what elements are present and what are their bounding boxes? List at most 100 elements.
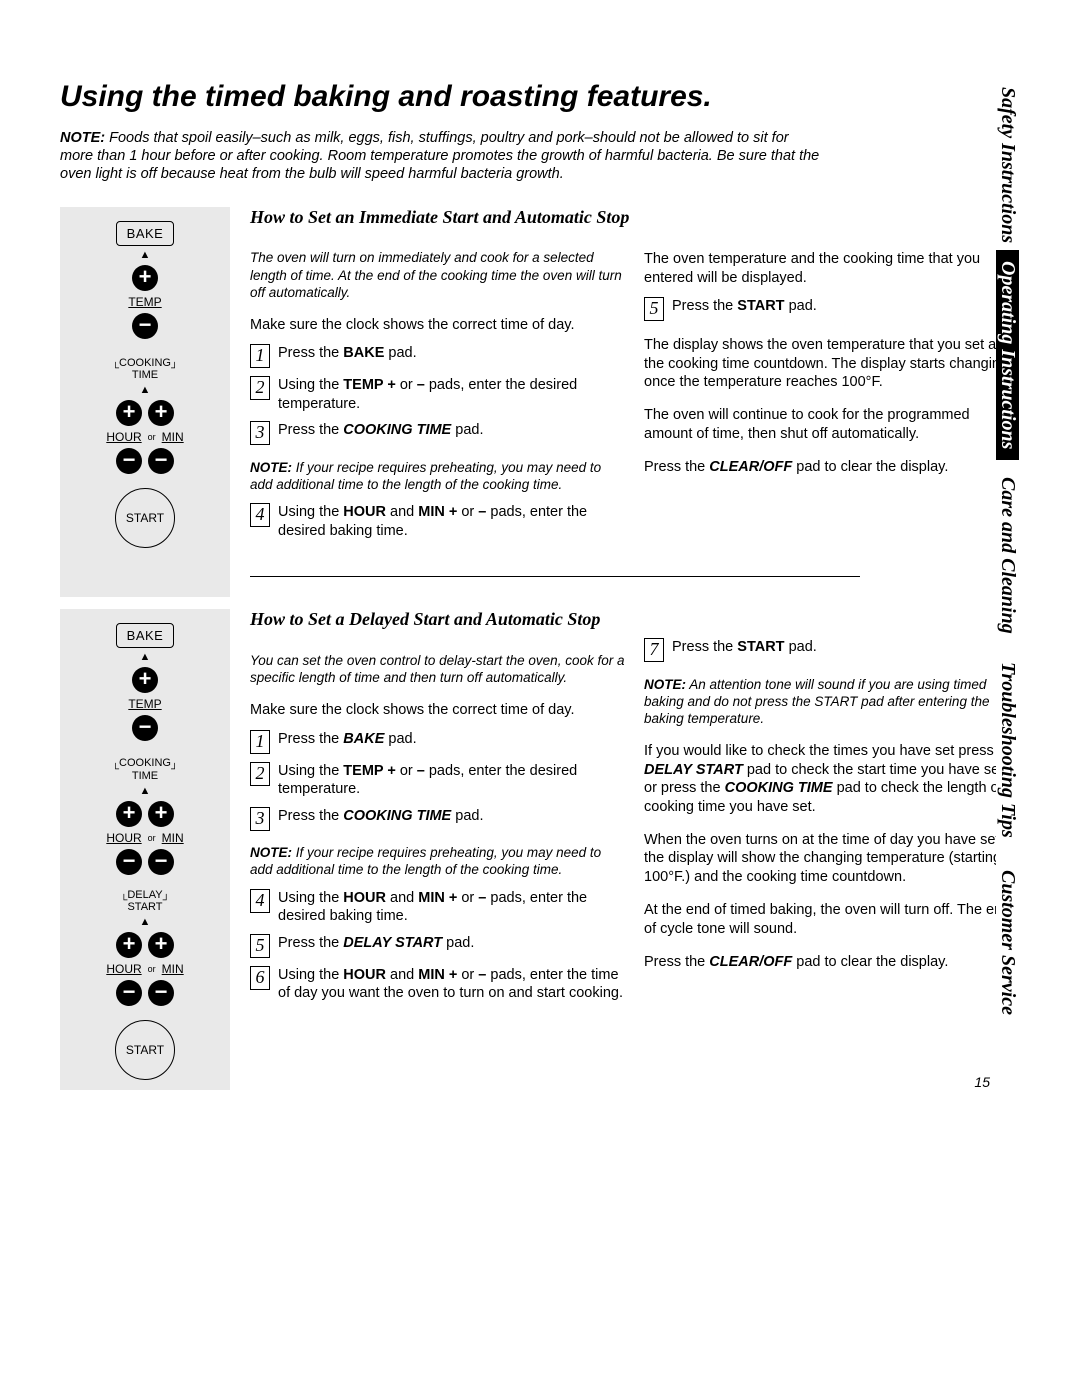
plus-icon: + bbox=[116, 801, 142, 827]
plus-icon: + bbox=[116, 932, 142, 958]
minus-icon: − bbox=[148, 980, 174, 1006]
right-p2: The display shows the oven temperature t… bbox=[644, 336, 1020, 392]
step-number: 4 bbox=[250, 889, 270, 913]
minus-icon: − bbox=[116, 448, 142, 474]
page-title: Using the timed baking and roasting feat… bbox=[60, 80, 1020, 114]
or-label: or bbox=[148, 432, 156, 442]
step-4: 4Using the HOUR and MIN + or – pads, ent… bbox=[250, 503, 626, 540]
minus-icon: − bbox=[148, 448, 174, 474]
step-2: 2Using the TEMP + or – pads, enter the d… bbox=[250, 376, 626, 413]
sidebar-tab: Customer Service bbox=[996, 850, 1019, 1035]
control-panel-2: BAKE ▲ + TEMP − └ COOKINGTIME ┘ ▲ + + HO… bbox=[60, 609, 230, 1089]
plus-icon: + bbox=[132, 265, 158, 291]
step-3: 3Press the COOKING TIME pad. bbox=[250, 421, 626, 445]
hour-label: HOUR bbox=[106, 430, 141, 444]
section2-intro: You can set the oven control to delay-st… bbox=[250, 652, 626, 687]
right-p4: Press the CLEAR/OFF pad to clear the dis… bbox=[644, 953, 1020, 972]
right-p3: At the end of timed baking, the oven wil… bbox=[644, 901, 1020, 938]
step-number: 2 bbox=[250, 376, 270, 400]
hour-label: HOUR bbox=[106, 962, 141, 976]
clock-instruction: Make sure the clock shows the correct ti… bbox=[250, 701, 626, 720]
step-2: 2Using the TEMP + or – pads, enter the d… bbox=[250, 762, 626, 799]
section-delayed-start: BAKE ▲ + TEMP − └ COOKINGTIME ┘ ▲ + + HO… bbox=[60, 609, 1020, 1089]
hour-label: HOUR bbox=[106, 831, 141, 845]
triangle-up-icon: ▲ bbox=[66, 385, 224, 396]
bake-label: BAKE bbox=[116, 623, 175, 648]
right-p3: The oven will continue to cook for the p… bbox=[644, 406, 1020, 443]
step-number: 1 bbox=[250, 730, 270, 754]
top-note: NOTE: Foods that spoil easily–such as mi… bbox=[60, 129, 820, 183]
temp-label: TEMP bbox=[66, 697, 224, 711]
step-7: 7Press the START pad. bbox=[644, 638, 1020, 662]
start-label: START bbox=[115, 1020, 175, 1080]
delay-start-label: DELAYSTART bbox=[127, 889, 162, 913]
triangle-up-icon: ▲ bbox=[66, 917, 224, 928]
attention-tone-note: NOTE: An attention tone will sound if yo… bbox=[644, 676, 1020, 728]
sidebar-tab: Operating Instructions bbox=[996, 250, 1019, 460]
plus-icon: + bbox=[148, 400, 174, 426]
step-4: 4Using the HOUR and MIN + or – pads, ent… bbox=[250, 889, 626, 926]
minus-icon: − bbox=[116, 849, 142, 875]
min-label: MIN bbox=[162, 831, 184, 845]
right-p1: If you would like to check the times you… bbox=[644, 742, 1020, 816]
or-label: or bbox=[148, 833, 156, 843]
step-number: 3 bbox=[250, 421, 270, 445]
step-number: 5 bbox=[250, 934, 270, 958]
section1-intro: The oven will turn on immediately and co… bbox=[250, 249, 626, 301]
sidebar-tab: Troubleshooting Tips bbox=[996, 650, 1019, 850]
section2-right-column: 7Press the START pad. NOTE: An attention… bbox=[644, 638, 1020, 1010]
start-label: START bbox=[115, 488, 175, 548]
preheating-note: NOTE: If your recipe requires preheating… bbox=[250, 459, 626, 494]
plus-icon: + bbox=[148, 932, 174, 958]
plus-icon: + bbox=[148, 801, 174, 827]
step-number: 2 bbox=[250, 762, 270, 786]
step-number: 5 bbox=[644, 297, 664, 321]
minus-icon: − bbox=[148, 849, 174, 875]
minus-icon: − bbox=[116, 980, 142, 1006]
step-number: 7 bbox=[644, 638, 664, 662]
plus-icon: + bbox=[116, 400, 142, 426]
section1-heading: How to Set an Immediate Start and Automa… bbox=[250, 207, 1020, 228]
control-panel-1: BAKE ▲ + TEMP − └ COOKINGTIME ┘ ▲ + + HO… bbox=[60, 207, 230, 598]
cooking-time-label: COOKINGTIME bbox=[119, 357, 171, 381]
divider bbox=[250, 576, 860, 577]
right-p2: When the oven turns on at the time of da… bbox=[644, 831, 1020, 887]
step-5: 5Press the DELAY START pad. bbox=[250, 934, 626, 958]
sidebar-tab: Safety Instructions bbox=[996, 80, 1019, 250]
right-p4: Press the CLEAR/OFF pad to clear the dis… bbox=[644, 458, 1020, 477]
right-p1: The oven temperature and the cooking tim… bbox=[644, 250, 1020, 287]
cooking-time-label: COOKINGTIME bbox=[119, 757, 171, 781]
note-label: NOTE: bbox=[60, 130, 105, 146]
plus-icon: + bbox=[132, 667, 158, 693]
section1-right-column: The oven temperature and the cooking tim… bbox=[644, 236, 1020, 549]
clock-instruction: Make sure the clock shows the correct ti… bbox=[250, 316, 626, 335]
or-label: or bbox=[148, 964, 156, 974]
minus-icon: − bbox=[132, 313, 158, 339]
temp-label: TEMP bbox=[66, 295, 224, 309]
section2-left-column: You can set the oven control to delay-st… bbox=[250, 638, 626, 1010]
sidebar-tabs: Safety InstructionsOperating Instruction… bbox=[996, 80, 1040, 1160]
min-label: MIN bbox=[162, 962, 184, 976]
step-number: 4 bbox=[250, 503, 270, 527]
triangle-up-icon: ▲ bbox=[66, 652, 224, 663]
section1-left-column: The oven will turn on immediately and co… bbox=[250, 236, 626, 549]
triangle-up-icon: ▲ bbox=[66, 786, 224, 797]
note-text: Foods that spoil easily–such as milk, eg… bbox=[60, 130, 819, 182]
section-immediate-start: BAKE ▲ + TEMP − └ COOKINGTIME ┘ ▲ + + HO… bbox=[60, 207, 1020, 598]
section2-heading: How to Set a Delayed Start and Automatic… bbox=[250, 609, 1020, 630]
preheating-note: NOTE: If your recipe requires preheating… bbox=[250, 844, 626, 879]
step-3: 3Press the COOKING TIME pad. bbox=[250, 807, 626, 831]
step-1: 1Press the BAKE pad. bbox=[250, 730, 626, 754]
page-number: 15 bbox=[974, 1074, 990, 1090]
step-number: 3 bbox=[250, 807, 270, 831]
step-number: 6 bbox=[250, 966, 270, 990]
step-5: 5Press the START pad. bbox=[644, 297, 1020, 321]
triangle-up-icon: ▲ bbox=[66, 250, 224, 261]
step-number: 1 bbox=[250, 344, 270, 368]
minus-icon: − bbox=[132, 715, 158, 741]
sidebar-tab: Care and Cleaning bbox=[996, 460, 1019, 650]
min-label: MIN bbox=[162, 430, 184, 444]
bake-label: BAKE bbox=[116, 221, 175, 246]
step-6: 6Using the HOUR and MIN + or – pads, ent… bbox=[250, 966, 626, 1003]
step-1: 1Press the BAKE pad. bbox=[250, 344, 626, 368]
